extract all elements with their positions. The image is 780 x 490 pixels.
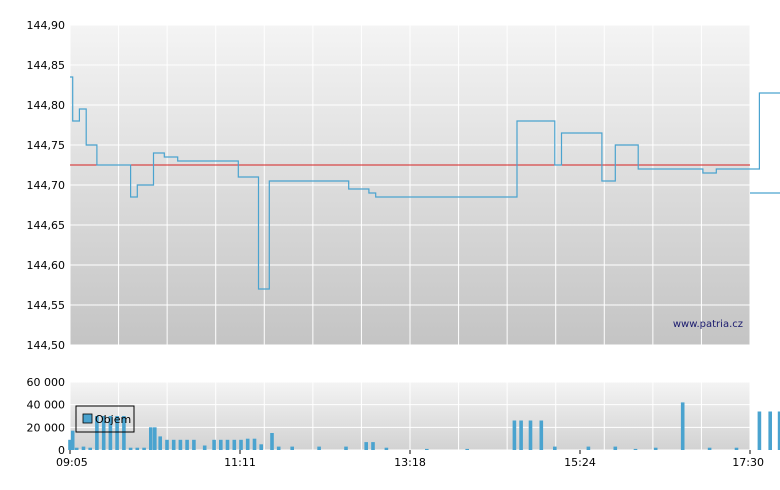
volume-bar [586,446,591,450]
volume-bar [528,420,533,450]
volume-bar [465,448,469,450]
x-tick-label: 15:24 [564,456,596,469]
volume-bar [364,442,368,450]
price-y-tick-label: 144,80 [27,99,66,112]
volume-bar [178,439,183,450]
volume-bar [290,446,294,450]
price-line [70,76,780,290]
volume-bar [158,436,162,450]
volume-bar [757,411,762,450]
volume-bar [101,416,106,450]
x-tick-label: 11:11 [224,456,256,469]
volume-y-tick-label: 40 000 [27,399,66,412]
price-y-tick-label: 144,55 [27,299,66,312]
x-tick-label: 13:18 [394,456,426,469]
volume-y-axis: 60 000 40 000 20 000 0 [27,376,66,457]
legend-swatch [82,413,93,424]
volume-bar [371,442,375,450]
volume-bar [88,447,92,450]
volume-bar [70,430,75,450]
volume-bar [115,416,119,450]
volume-bar [128,447,133,450]
x-tick-label: 09:05 [56,456,88,469]
volume-bar [270,433,274,450]
volume-bar [122,416,126,450]
volume-bar [512,420,517,450]
price-y-tick-label: 144,60 [27,259,66,272]
price-series [70,76,780,290]
volume-bar [276,446,281,450]
price-y-tick-label: 144,75 [27,139,66,152]
volume-bar [734,447,739,450]
volume-bar [165,439,169,450]
volume-bar [95,416,99,450]
volume-bar [653,447,658,450]
volume-bar [519,420,523,450]
price-y-axis: 144,90 144,85 144,80 144,75 144,70 144,65 144,… [27,19,66,352]
volume-bar [212,439,216,450]
volume-bar [613,446,618,450]
legend-label: Objem [95,413,131,426]
volume-bar [232,439,237,450]
x-axis: 09:05 11:11 13:18 15:24 17:30 [56,450,764,469]
volume-bar [707,447,712,450]
volume-bar [108,416,113,450]
volume-bar [219,439,223,450]
volume-bar [680,402,685,450]
price-y-tick-label: 144,85 [27,59,66,72]
volume-bar [252,438,257,450]
volume-bar [317,446,321,450]
volume-bar [81,446,86,450]
watermark: www.patria.cz [673,319,743,330]
volume-bar [384,447,389,450]
price-y-tick-label: 144,90 [27,19,66,32]
volume-bar [245,438,250,450]
volume-bars [68,402,780,450]
volume-bar [768,411,772,450]
legend-box [75,405,135,433]
volume-bar [142,447,146,450]
price-y-tick-label: 144,70 [27,179,66,192]
volume-bar [539,420,544,450]
volume-bar [239,439,243,450]
price-y-tick-label: 144,50 [27,339,66,352]
volume-bar [202,445,207,450]
volume-bar [259,444,263,450]
volume-bar [777,411,780,450]
volume-bar [135,447,140,450]
volume-bar [74,447,79,450]
volume-bar [153,427,157,450]
volume-bar [171,439,176,450]
volume-bar [149,427,153,450]
volume-bar [185,439,189,450]
volume-bar [425,448,429,450]
volume-bar [225,439,230,450]
volume-y-tick-label: 60 000 [27,376,66,389]
volume-bar [344,446,348,450]
volume-y-tick-label: 0 [58,444,65,457]
volume-bar [633,448,638,450]
legend: Objem [75,405,135,433]
x-tick-label: 17:30 [732,456,764,469]
price-y-tick-label: 144,65 [27,219,66,232]
volume-y-tick-label: 20 000 [27,421,66,434]
volume-bar [553,446,557,450]
volume-bar [68,439,72,450]
volume-bar [192,439,196,450]
